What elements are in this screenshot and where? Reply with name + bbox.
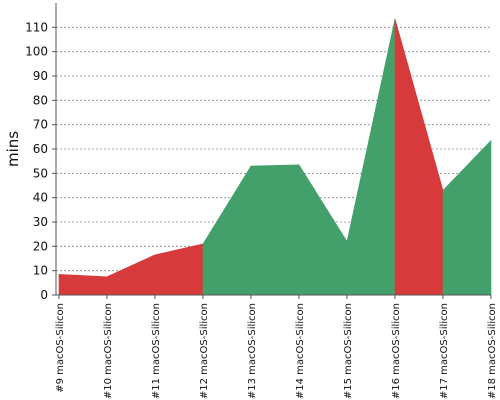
y-tick-label-80: 80 — [33, 93, 48, 107]
area-segment-1 — [106, 254, 156, 296]
y-tick-label-40: 40 — [33, 191, 48, 205]
x-tick-label-3: #12 macOS-Silicon — [199, 303, 210, 399]
x-tick-label-0: #9 macOS-Silicon — [55, 303, 66, 393]
axis-layer — [52, 3, 492, 299]
y-axis-title: mins — [4, 131, 22, 167]
area-segment-5 — [298, 163, 348, 296]
y-tick-label-90: 90 — [33, 69, 48, 83]
y-tick-label-70: 70 — [33, 118, 48, 132]
area-segment-0 — [58, 274, 108, 296]
x-tick-label-4: #13 macOS-Silicon — [247, 303, 258, 399]
x-tick-label-5: #14 macOS-Silicon — [295, 303, 306, 399]
area-segment-6 — [346, 18, 396, 296]
y-tick-label-110: 110 — [25, 20, 48, 34]
area-segment-2 — [154, 243, 204, 296]
y-tick-label-60: 60 — [33, 142, 48, 156]
x-tick-label-9: #18 macOS-Silicon — [487, 303, 498, 399]
area-segment-3 — [202, 164, 252, 296]
y-tick-label-100: 100 — [25, 45, 48, 59]
x-tick-label-7: #16 macOS-Silicon — [391, 303, 402, 399]
x-tick-label-8: #17 macOS-Silicon — [439, 303, 450, 399]
y-tick-label-50: 50 — [33, 166, 48, 180]
area-segment-8 — [442, 139, 492, 296]
y-tick-label-10: 10 — [33, 264, 48, 278]
y-tick-label-0: 0 — [40, 288, 48, 302]
area-segment-4 — [250, 164, 300, 296]
y-tick-label-20: 20 — [33, 239, 48, 253]
area-segment-7 — [394, 18, 444, 296]
y-tick-label-30: 30 — [33, 215, 48, 229]
label-layer: 0 10 20 30 40 50 60 70 80 90 100 110 #9 macOS-Silico… — [25, 20, 498, 399]
x-tick-label-1: #10 macOS-Silicon — [103, 303, 114, 399]
x-tick-label-6: #15 macOS-Silicon — [343, 303, 354, 399]
x-tick-label-2: #11 macOS-Silicon — [151, 303, 162, 399]
area-layer — [58, 18, 492, 296]
